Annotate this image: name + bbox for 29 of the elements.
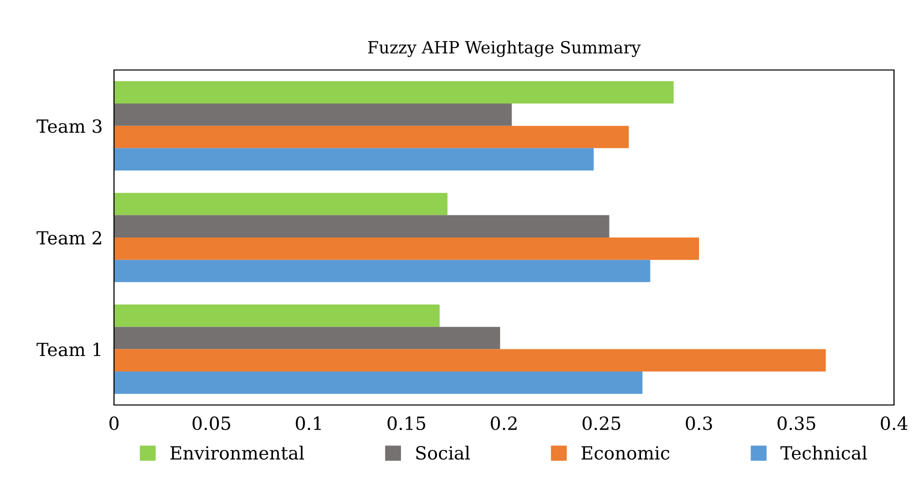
- x-tick-label: 0.1: [296, 416, 321, 430]
- y-tick-label: Team 1: [36, 342, 100, 356]
- bar: [114, 148, 594, 170]
- bar: [114, 215, 610, 238]
- bar: [114, 349, 826, 372]
- bar: [114, 260, 650, 282]
- bar: [114, 238, 699, 260]
- legend-label: Technical: [780, 446, 867, 460]
- legend-label: Economic: [582, 446, 670, 460]
- y-tick-label: Team 2: [36, 230, 102, 245]
- bar: [114, 192, 448, 216]
- bar: [114, 326, 500, 350]
- bar: [114, 104, 512, 126]
- bar: [114, 372, 642, 394]
- legend-label: Environmental: [170, 446, 304, 460]
- x-tick-label: 0.2: [490, 416, 517, 430]
- legend-label: Social: [416, 446, 470, 460]
- bar: [114, 81, 674, 104]
- x-tick-label: 0: [109, 416, 119, 430]
- bar: [114, 304, 440, 327]
- x-tick-label: 0.05: [192, 416, 230, 430]
- x-tick-label: 0.35: [778, 416, 816, 430]
- x-tick-label: 0.25: [582, 416, 620, 430]
- bar: [114, 126, 629, 148]
- x-tick-label: 0.4: [880, 416, 908, 430]
- chart-title: Fuzzy AHP Weightage Summary: [368, 40, 641, 58]
- x-tick-label: 0.3: [686, 416, 712, 430]
- x-tick-label: 0.15: [388, 416, 426, 430]
- y-tick-label: Team 3: [36, 119, 102, 133]
